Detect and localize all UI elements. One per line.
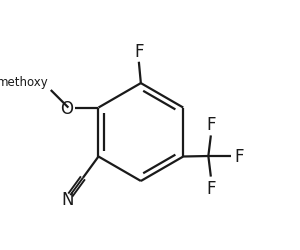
Text: methoxy: methoxy [0,76,49,89]
Text: F: F [134,42,144,60]
Text: F: F [207,116,216,134]
Text: F: F [234,148,243,165]
Text: F: F [207,179,216,197]
Text: N: N [61,190,74,208]
Text: O: O [60,99,74,117]
